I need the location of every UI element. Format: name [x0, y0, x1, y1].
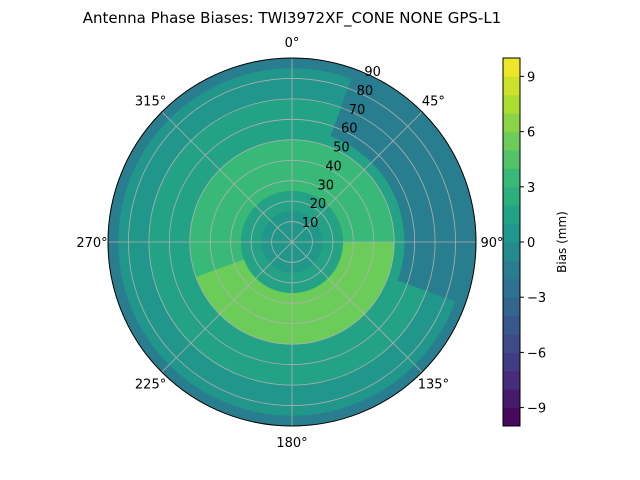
colorbar-tick-label: 3: [527, 181, 535, 196]
colorbar-segment: [503, 131, 520, 151]
radial-tick-label: 60: [341, 122, 358, 137]
colorbar-tick-label: 9: [527, 70, 535, 85]
colorbar-segment: [503, 297, 520, 317]
angular-tick-label: 45°: [422, 95, 445, 110]
angular-tick-label: 90°: [480, 236, 503, 251]
radial-tick-label: 80: [357, 84, 374, 99]
colorbar-segment: [503, 186, 520, 206]
radial-tick-label: 50: [333, 141, 350, 156]
angular-grid-315: [161, 111, 293, 243]
colorbar-segment: [503, 168, 520, 188]
radial-tick-label: 70: [349, 103, 366, 118]
colorbar-segment: [503, 150, 520, 169]
radial-tick-label: 20: [310, 197, 327, 212]
angular-tick-label: 270°: [76, 236, 107, 251]
colorbar-tick-label: −9: [527, 402, 546, 417]
colorbar-tick-label: −6: [527, 346, 546, 361]
colorbar-segment: [503, 223, 520, 243]
angular-tick-label: 180°: [276, 436, 307, 451]
polar-border: [107, 57, 477, 427]
colorbar-segment: [503, 260, 520, 280]
colorbar-segment: [503, 113, 520, 133]
angular-tick-label: 225°: [135, 377, 166, 392]
colorbar-segment: [503, 242, 520, 261]
colorbar-segment: [503, 76, 520, 96]
radial-tick-label: 30: [317, 178, 334, 193]
colorbar-segment: [503, 352, 520, 372]
radial-tick-label: 90: [364, 65, 381, 80]
colorbar-tick-label: −3: [527, 291, 546, 306]
colorbar-segment: [503, 334, 520, 353]
polar-plot-area: 10 20 30 40 50 60 70 80 90 0° 45° 90° 135° 180° 225° 27…: [76, 36, 503, 451]
colorbar-segment: [503, 94, 520, 114]
radial-tick-label: 10: [302, 216, 319, 231]
angular-grid-225: [161, 241, 293, 373]
colorbar-segment: [503, 58, 520, 77]
chart-title: Antenna Phase Biases: TWI3972XF_CONE NON…: [83, 9, 501, 28]
colorbar-tick-label: 6: [527, 126, 535, 141]
angular-grid-45: [291, 111, 423, 243]
colorbar-segment: [503, 278, 520, 298]
colorbar-segment: [503, 315, 520, 335]
colorbar-segment: [503, 389, 520, 409]
angular-grid-135: [291, 241, 423, 373]
colorbar-segment: [503, 370, 520, 390]
angular-tick-label: 135°: [418, 377, 449, 392]
colorbar-segment: [503, 407, 520, 427]
colorbar-tick-label: 0: [527, 236, 535, 251]
bias-region-7: [330, 69, 476, 305]
colorbar: −9 −6 −3 0 3 6 9: [502, 57, 546, 427]
angular-tick-label: 0°: [285, 36, 300, 51]
angular-tick-label: 315°: [135, 95, 166, 110]
radial-tick-label: 40: [325, 159, 342, 174]
colorbar-label: Bias (mm): [555, 211, 569, 273]
colorbar-segment: [503, 205, 520, 225]
